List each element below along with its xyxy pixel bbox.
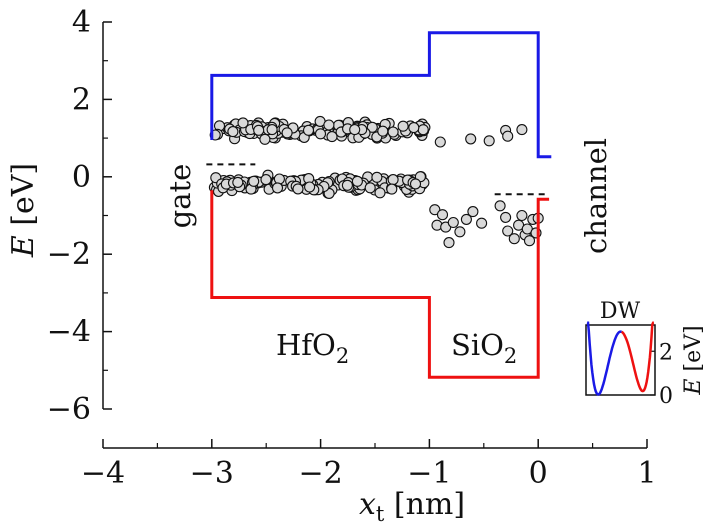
trap-point [386,183,398,195]
axes-layer: −6 −4 −2 0 2 4 −4 −3 −2 −1 0 1 [47,5,657,491]
trap-point [349,124,361,136]
inset-frame [585,324,656,396]
trap-point [292,183,304,195]
trap-point [302,124,315,136]
trap-points-layer [208,115,544,249]
x-tick-label: 1 [637,456,656,491]
trap-point [397,120,409,132]
x-tick-label: −2 [298,456,342,491]
y-tick-label: 2 [72,82,91,117]
trap-point [377,125,389,137]
trap-point [476,217,488,229]
trap-point [341,179,353,191]
inset-title: DW [600,299,641,324]
trap-point [227,126,239,138]
trap-point [364,182,376,194]
conduction-band-line [210,31,552,159]
trap-point [366,121,378,133]
trap-point [387,174,399,186]
sio2-subscript: 2 [504,344,517,368]
band-lines-layer [210,31,552,379]
trap-point [467,206,479,218]
trap-point [237,117,249,129]
trap-point [417,124,429,136]
trap-point [281,127,293,139]
inset-ticks: 02 [650,340,673,409]
y-tick-label: −2 [47,237,91,272]
trap-point [323,119,335,131]
inset-y-tick-label: 2 [659,340,673,365]
trap-point [494,200,506,212]
trap-point [371,171,383,183]
trap-point [502,225,514,237]
trap-point [259,133,271,145]
trap-point [502,130,514,142]
y-axis-label: E [eV] [6,163,41,258]
hfo2-subscript: 2 [336,344,349,368]
hfo2-label: HfO2 [276,328,349,368]
trap-point [516,124,528,136]
trap-point [253,124,265,136]
trap-point [500,211,512,223]
trap-point [409,178,422,190]
double-well-inset: DW 02 E [eV] [585,299,706,409]
inset-ylabel: E [eV] [681,325,706,395]
trap-point [516,209,528,222]
x-tick-label: −4 [81,456,125,491]
trap-point [351,175,363,187]
inset-red-well [620,321,655,393]
trap-point [434,136,446,148]
x-tick-label: −1 [407,456,451,491]
trap-point [374,187,386,199]
sio2-label: SiO2 [451,328,517,368]
trap-point [408,122,420,134]
valence-band-line [210,190,550,379]
y-tick-label: 0 [72,160,91,195]
inset-y-tick-label: 0 [659,384,673,409]
trap-point [429,204,441,216]
channel-label: channel [579,138,613,254]
trap-point [271,182,284,194]
trap-point [314,128,327,140]
inset-blue-well [586,321,622,396]
y-tick-label: 4 [72,5,91,40]
trap-point [454,226,466,238]
x-tick-label: −3 [190,456,234,491]
x-axis-label: xt [nm] [359,487,465,526]
trap-point [266,124,278,136]
fermi-level-layer [206,163,550,196]
trap-point [248,175,260,187]
trap-point [465,133,477,145]
trap-point [326,131,338,143]
y-tick-label: −4 [47,315,91,350]
trap-point [483,135,495,147]
x-tick-label: 0 [529,456,548,491]
trap-point [273,173,285,185]
trap-point [443,237,455,249]
trap-point [232,176,244,188]
trap-point [387,126,399,138]
trap-point [436,209,449,221]
gate-label: gate [163,164,197,229]
trap-point [304,181,316,193]
trap-point [447,216,459,229]
trap-point [523,235,536,247]
trap-point [460,213,472,225]
y-tick-label: −6 [47,392,91,427]
trap-point [260,174,272,186]
trap-point [508,233,520,245]
